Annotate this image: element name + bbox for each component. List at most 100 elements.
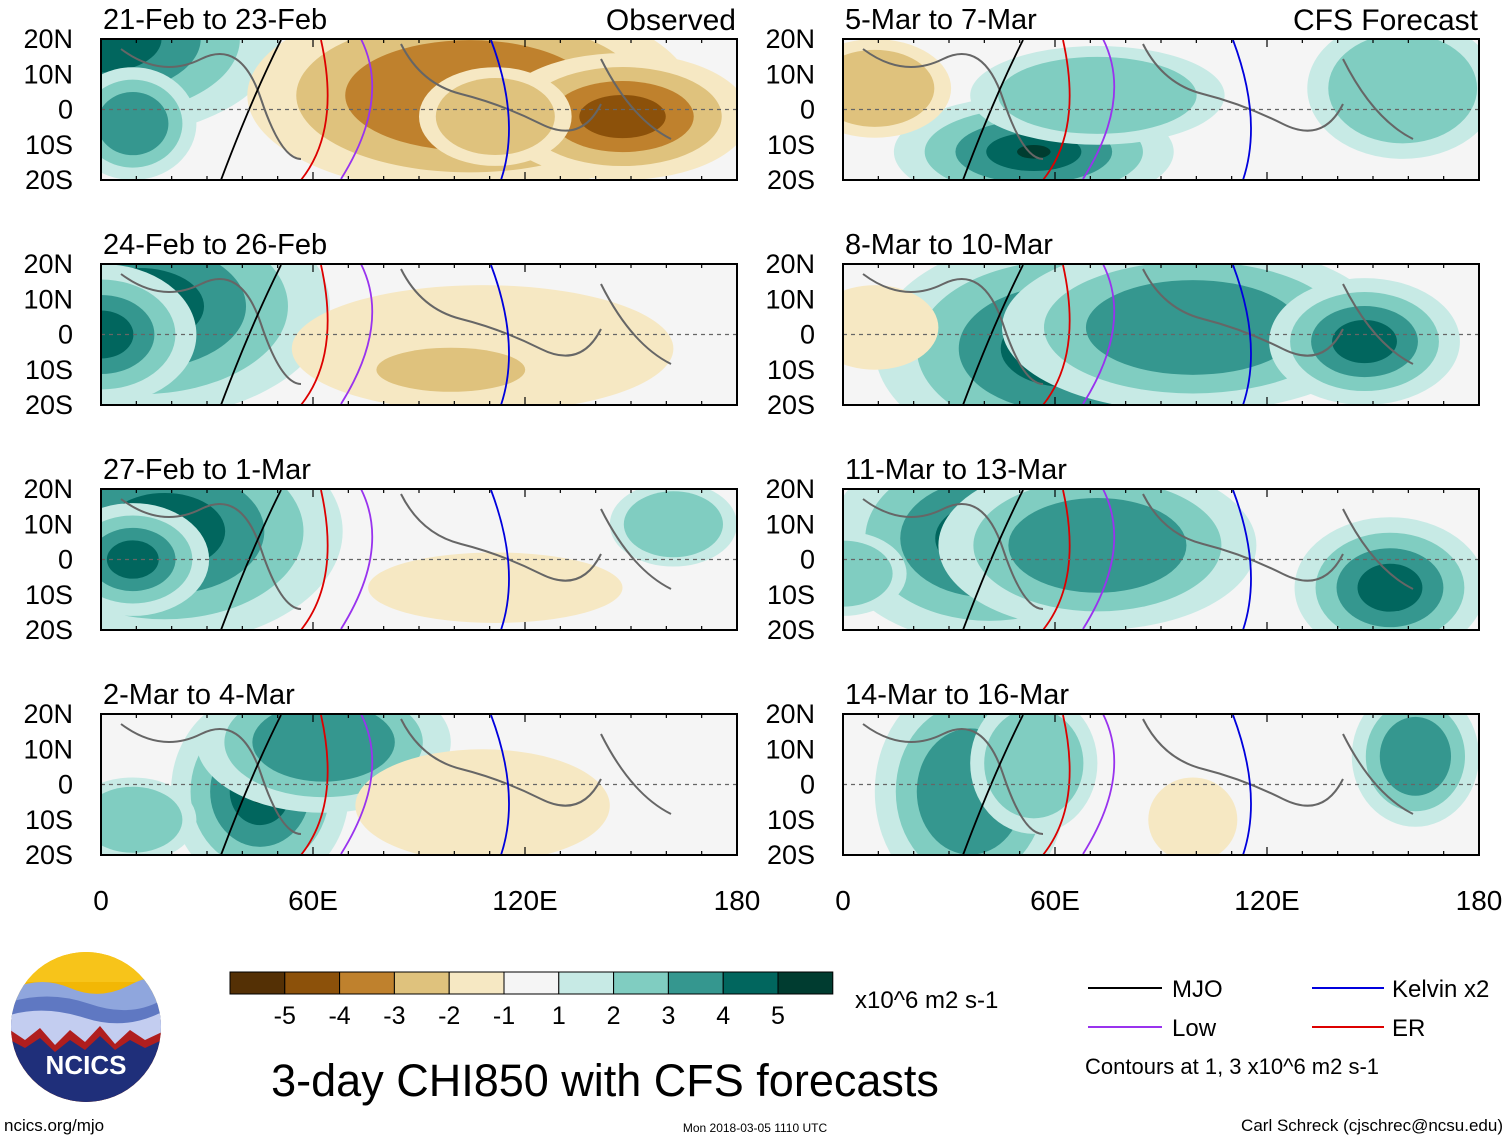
wave-contour	[1042, 264, 1071, 405]
anomaly-contour	[376, 347, 526, 392]
colorbar-swatch	[777, 971, 834, 995]
lat-label: 20N	[765, 249, 815, 279]
lat-label: 0	[800, 545, 815, 575]
colorbar-label: -1	[493, 1002, 515, 1030]
colorbar-swatch	[503, 971, 560, 995]
wave-contour	[300, 39, 329, 180]
wave-contour	[962, 264, 1024, 405]
panel-date-label: 14-Mar to 16-Mar	[845, 679, 1069, 711]
coastline	[120, 43, 672, 160]
lat-label: 20N	[23, 474, 73, 504]
lat-label: 0	[800, 95, 815, 125]
coastline	[862, 43, 1414, 160]
lat-label: 10S	[767, 130, 815, 160]
forecast-label: CFS Forecast	[1293, 4, 1479, 37]
anomaly-contour	[101, 92, 169, 156]
anomaly-contour	[252, 714, 395, 782]
observed-panel-2: 24-Feb to 26-Feb 20N 10N 0 10S 20S	[23, 229, 738, 420]
timestamp: Mon 2018-03-05 1110 UTC	[683, 1121, 828, 1135]
lat-label: 20S	[25, 840, 73, 870]
lat-label: 10S	[25, 130, 73, 160]
legend-label-er: ER	[1392, 1015, 1425, 1042]
wave-contour	[220, 39, 282, 180]
wave-contour	[220, 489, 282, 630]
colorbar-label: 2	[607, 1002, 621, 1030]
anomaly-contour	[843, 540, 893, 607]
legend-note: Contours at 1, 3 x10^6 m2 s-1	[1085, 1054, 1379, 1079]
coastline	[120, 718, 672, 835]
anomaly-shading	[101, 39, 737, 180]
anomaly-shading	[843, 39, 1479, 180]
legend: MJO Kelvin x2 Low ER Contours at 1, 3 x1…	[1085, 976, 1489, 1079]
wave-contour	[490, 714, 510, 855]
anomaly-contour	[843, 285, 939, 370]
lat-label: 10S	[767, 805, 815, 835]
legend-label-mjo: MJO	[1172, 976, 1223, 1003]
colorbar-label: -4	[328, 1002, 350, 1030]
lat-label: 10N	[23, 284, 73, 314]
wave-contour	[220, 264, 282, 405]
source-url: ncics.org/mjo	[4, 1116, 104, 1135]
panel-date-label: 27-Feb to 1-Mar	[103, 454, 311, 486]
anomaly-contour	[1379, 716, 1452, 796]
lat-label: 10S	[767, 355, 815, 385]
wave-contour	[1232, 39, 1252, 180]
anomaly-contour	[998, 56, 1197, 134]
wave-contour	[340, 489, 374, 630]
observed-label: Observed	[606, 4, 736, 37]
coastline	[862, 718, 1414, 835]
wave-contour	[300, 264, 329, 405]
colorbar-label: 3	[661, 1002, 675, 1030]
wave-contour	[962, 489, 1024, 630]
colorbar-units: x10^6 m2 s-1	[855, 987, 998, 1014]
lat-label: 0	[58, 545, 73, 575]
wave-contour	[1042, 489, 1071, 630]
lat-label: 20S	[767, 390, 815, 420]
lon-label-right-0: 0	[835, 885, 851, 916]
colorbar-swatch	[722, 971, 779, 995]
colorbar-swatch	[448, 971, 505, 995]
legend-label-low: Low	[1172, 1015, 1217, 1042]
colorbar-swatch	[284, 971, 341, 995]
colorbar-label: 4	[716, 1002, 730, 1030]
coastline	[862, 493, 1414, 610]
forecast-panel-2: 8-Mar to 10-Mar 20N 10N 0 10S 20S	[765, 229, 1480, 420]
lat-label: 0	[800, 770, 815, 800]
anomaly-contour	[101, 786, 183, 853]
anomaly-shading	[101, 714, 672, 855]
lat-label: 10S	[25, 355, 73, 385]
lat-label: 20N	[765, 24, 815, 54]
anomaly-contour	[1332, 319, 1397, 364]
lon-label-left-180: 180	[714, 885, 761, 916]
wave-contour	[962, 714, 1024, 855]
lat-label: 20S	[767, 615, 815, 645]
lat-label: 0	[58, 770, 73, 800]
anomaly-contour	[368, 552, 623, 623]
coastline	[120, 268, 672, 385]
lat-label: 20S	[25, 615, 73, 645]
wave-contour	[490, 264, 510, 405]
colorbar-label: 5	[771, 1002, 785, 1030]
anomaly-contour	[1328, 39, 1478, 144]
lat-label: 10N	[23, 59, 73, 89]
observed-panel-3: 27-Feb to 1-Mar 20N 10N 0 10S 20S	[23, 454, 738, 645]
lon-label-left-60e: 60E	[288, 885, 338, 916]
colorbar: -5 -4 -3 -2 -1 1 2 3 4 5	[229, 971, 834, 1030]
colorbar-swatch	[613, 971, 669, 995]
anomaly-contour	[1148, 777, 1238, 855]
colorbar-swatch	[229, 971, 286, 995]
anomaly-shading	[101, 264, 674, 405]
colorbar-label: 1	[552, 1002, 566, 1030]
coastline	[862, 268, 1414, 385]
colorbar-swatch	[393, 971, 450, 995]
wave-contour	[490, 39, 510, 180]
lat-label: 10S	[25, 805, 73, 835]
wave-contour	[340, 264, 374, 405]
wave-contour	[1082, 39, 1116, 180]
panel-date-label: 11-Mar to 13-Mar	[845, 454, 1067, 486]
colorbar-label: -3	[383, 1002, 405, 1030]
coastline	[120, 493, 672, 610]
lat-label: 0	[800, 320, 815, 350]
colorbar-label: -5	[274, 1002, 296, 1030]
